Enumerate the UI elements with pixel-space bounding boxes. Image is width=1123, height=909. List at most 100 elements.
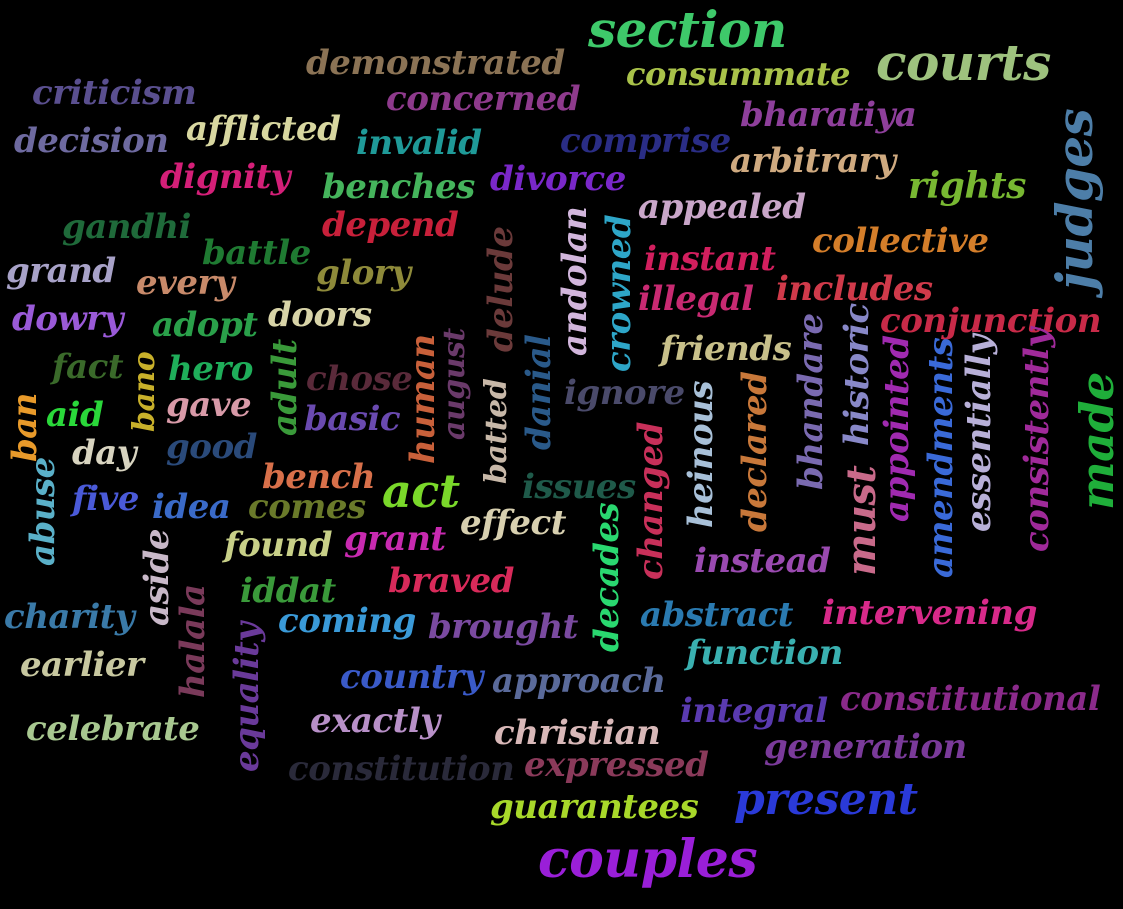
word-adult: adult	[265, 339, 305, 436]
word-includes: includes	[776, 269, 933, 309]
word-crowned: crowned	[599, 214, 639, 372]
word-function: function	[686, 633, 843, 673]
word-christian: christian	[494, 713, 661, 753]
word-criticism: criticism	[32, 73, 197, 113]
word-changed: changed	[631, 422, 671, 580]
word-approach: approach	[492, 661, 666, 701]
word-brought: brought	[428, 607, 578, 647]
word-consummate: consummate	[626, 55, 850, 93]
word-battle: battle	[202, 233, 311, 273]
word-generation: generation	[764, 727, 967, 767]
word-afflicted: afflicted	[186, 109, 341, 149]
word-consistently: consistently	[1017, 328, 1057, 552]
word-arbitrary: arbitrary	[730, 141, 896, 181]
word-couples: couples	[538, 829, 758, 890]
word-judges: judges	[1045, 108, 1104, 290]
word-bharatiya: bharatiya	[740, 95, 917, 135]
word-must: must	[838, 465, 885, 576]
word-appealed: appealed	[638, 187, 806, 227]
word-idea: idea	[152, 487, 231, 527]
word-appointed: appointed	[877, 335, 917, 522]
word-bhandare: bhandare	[791, 313, 831, 490]
word-iddat: iddat	[240, 571, 336, 611]
word-constitutional: constitutional	[840, 679, 1101, 719]
word-dowry: dowry	[12, 299, 123, 339]
word-danial: danial	[519, 334, 559, 450]
word-fact: fact	[52, 347, 124, 387]
word-halala: halala	[173, 584, 213, 698]
word-demonstrated: demonstrated	[306, 43, 565, 83]
word-braved: braved	[388, 561, 514, 601]
word-bano: bano	[127, 351, 162, 432]
word-instead: instead	[694, 541, 831, 581]
word-day: day	[72, 433, 137, 473]
word-basic: basic	[304, 399, 401, 439]
word-good: good	[166, 427, 257, 467]
word-five: five	[72, 479, 139, 519]
word-chose: chose	[306, 359, 413, 399]
word-heinous: heinous	[681, 380, 721, 528]
word-guarantees: guarantees	[490, 787, 699, 827]
word-batted: batted	[479, 378, 514, 484]
word-declared: declared	[735, 371, 775, 532]
word-exactly: exactly	[310, 701, 440, 741]
word-friends: friends	[660, 329, 792, 369]
word-made: made	[1070, 372, 1123, 510]
word-adopt: adopt	[152, 305, 258, 345]
word-constitution: constitution	[288, 749, 515, 789]
word-bench: bench	[262, 457, 376, 497]
word-every: every	[136, 263, 235, 303]
word-found: found	[224, 525, 333, 565]
word-comprise: comprise	[560, 121, 731, 161]
word-dignity: dignity	[160, 157, 291, 197]
word-abuse: abuse	[23, 457, 63, 566]
word-amendments: amendments	[921, 337, 961, 578]
word-decision: decision	[14, 121, 169, 161]
word-courts: courts	[876, 33, 1051, 92]
word-benches: benches	[322, 167, 475, 207]
word-historic: historic	[837, 303, 877, 446]
word-august: august	[437, 328, 472, 440]
word-act: act	[382, 464, 460, 518]
word-expressed: expressed	[524, 745, 709, 785]
word-aid: aid	[46, 395, 104, 435]
word-grant: grant	[344, 519, 446, 559]
word-gave: gave	[166, 385, 252, 425]
word-coming: coming	[278, 601, 416, 641]
word-integral: integral	[680, 691, 828, 731]
word-delude: delude	[481, 226, 521, 352]
word-andolan: andolan	[555, 206, 595, 356]
word-depend: depend	[322, 205, 459, 245]
word-ignore: ignore	[564, 373, 685, 413]
word-invalid: invalid	[356, 123, 482, 163]
word-grand: grand	[6, 251, 116, 291]
word-divorce: divorce	[490, 159, 626, 199]
word-abstract: abstract	[640, 595, 794, 635]
word-celebrate: celebrate	[26, 709, 200, 749]
word-ban: ban	[5, 392, 45, 462]
word-collective: collective	[812, 221, 989, 261]
word-earlier: earlier	[20, 645, 144, 685]
word-effect: effect	[460, 503, 566, 543]
word-comes: comes	[248, 487, 366, 527]
word-hero: hero	[168, 349, 253, 389]
word-issues: issues	[522, 467, 636, 507]
word-gandhi: gandhi	[62, 207, 191, 247]
word-rights: rights	[908, 165, 1026, 207]
word-concerned: concerned	[386, 79, 580, 119]
word-illegal: illegal	[638, 279, 754, 319]
word-aside: aside	[137, 529, 177, 626]
word-essentially: essentially	[959, 334, 999, 532]
word-instant: instant	[644, 239, 776, 279]
word-doors: doors	[268, 295, 372, 335]
word-decades: decades	[587, 502, 627, 652]
word-glory: glory	[316, 253, 411, 293]
word-charity: charity	[4, 597, 135, 637]
word-intervening: intervening	[822, 593, 1037, 633]
word-human: human	[403, 334, 443, 464]
word-equality: equality	[227, 622, 267, 772]
word-conjunction: conjunction	[880, 301, 1102, 341]
word-section: section	[588, 0, 787, 59]
word-country: country	[340, 657, 483, 697]
